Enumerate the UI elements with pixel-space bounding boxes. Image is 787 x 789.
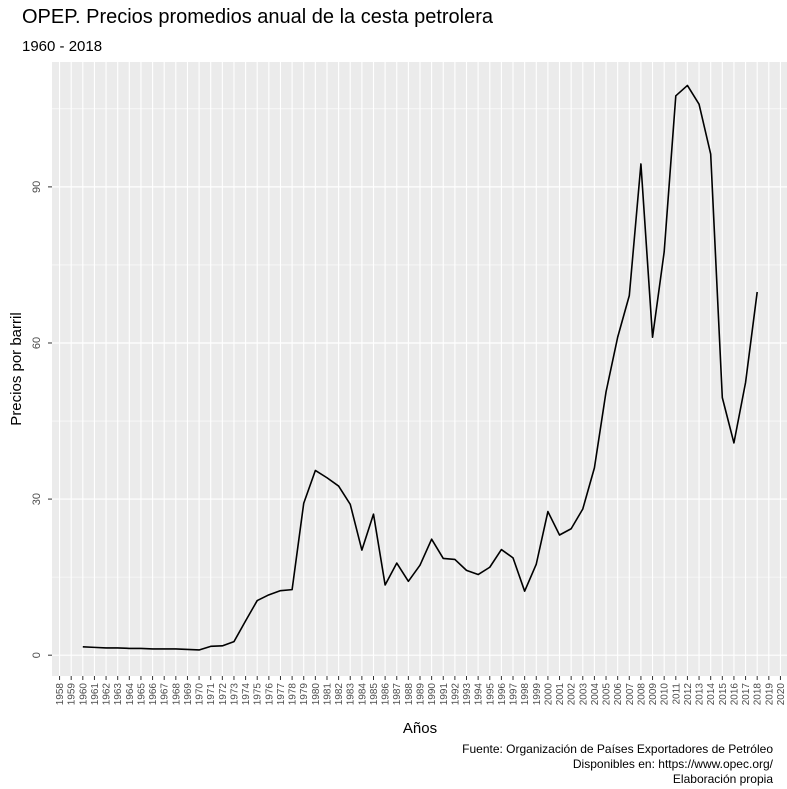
x-tick-label: 2000 [543, 683, 554, 706]
x-tick-label: 2015 [718, 683, 729, 706]
x-tick-label: 1989 [416, 683, 427, 706]
x-tick-label: 1992 [450, 683, 461, 706]
x-tick-label: 1993 [462, 683, 473, 706]
x-tick-label: 1969 [183, 683, 194, 706]
x-tick-label: 1960 [78, 683, 89, 706]
x-tick-label: 1995 [485, 683, 496, 706]
y-tick-label: 30 [31, 493, 43, 505]
x-tick-label: 1982 [334, 683, 345, 706]
gridlines-x [59, 62, 781, 676]
x-axis-ticks: 1958 1959 1960 1961 1962 1963 1964 1965 1966 1967… [55, 676, 787, 705]
source-caption: Fuente: Organización de Países Exportado… [462, 742, 773, 756]
x-tick-label: 2004 [590, 683, 601, 706]
x-tick-label: 1961 [90, 683, 101, 706]
x-tick-label: 1962 [102, 683, 113, 706]
x-tick-label: 1985 [369, 683, 380, 706]
x-tick-label: 2001 [555, 683, 566, 706]
x-tick-label: 1971 [206, 683, 217, 706]
x-tick-label: 1986 [381, 683, 392, 706]
x-tick-label: 2014 [706, 683, 717, 706]
x-tick-label: 1991 [439, 683, 450, 706]
x-tick-label: 1987 [392, 683, 403, 706]
y-tick-label: 60 [31, 337, 43, 349]
url-caption: Disponibles en: https://www.opec.org/ [572, 757, 773, 771]
x-tick-label: 2012 [683, 683, 694, 706]
x-tick-label: 2005 [602, 683, 613, 706]
x-tick-label: 1984 [357, 683, 368, 706]
x-tick-label: 1972 [218, 683, 229, 706]
x-tick-label: 2007 [625, 683, 636, 706]
x-tick-label: 2008 [636, 683, 647, 706]
y-tick-label: 90 [31, 181, 43, 193]
x-tick-label: 2009 [648, 683, 659, 706]
x-tick-label: 1994 [474, 683, 485, 706]
x-tick-label: 2019 [764, 683, 775, 706]
x-tick-label: 1973 [229, 683, 240, 706]
x-tick-label: 1958 [55, 683, 66, 706]
x-tick-label: 1974 [241, 683, 252, 706]
chart-subtitle: 1960 - 2018 [22, 38, 103, 55]
x-tick-label: 2016 [729, 683, 740, 706]
x-tick-label: 1968 [171, 683, 182, 706]
x-tick-label: 1976 [264, 683, 275, 706]
x-tick-label: 1966 [148, 683, 159, 706]
chart-title: OPEP. Precios promedios anual de la cest… [22, 6, 494, 28]
x-axis-title: Años [403, 720, 437, 737]
x-tick-label: 1970 [195, 683, 206, 706]
x-tick-label: 1963 [113, 683, 124, 706]
x-tick-label: 2006 [613, 683, 624, 706]
x-tick-label: 2010 [660, 683, 671, 706]
x-tick-label: 1975 [253, 683, 264, 706]
x-tick-label: 1999 [532, 683, 543, 706]
x-tick-label: 2003 [578, 683, 589, 706]
x-tick-label: 1981 [322, 683, 333, 706]
x-tick-label: 1978 [288, 683, 299, 706]
x-tick-label: 1977 [276, 683, 287, 706]
x-tick-label: 1959 [67, 683, 78, 706]
x-tick-label: 1996 [497, 683, 508, 706]
x-tick-label: 1964 [125, 683, 136, 706]
credit-caption: Elaboración propia [672, 772, 773, 786]
x-tick-label: 1979 [299, 683, 310, 706]
x-tick-label: 2018 [753, 683, 764, 706]
x-tick-label: 2017 [741, 683, 752, 706]
x-tick-label: 1998 [520, 683, 531, 706]
x-tick-label: 1988 [404, 683, 415, 706]
x-tick-label: 2020 [776, 683, 787, 706]
x-tick-label: 2013 [695, 683, 706, 706]
x-tick-label: 1990 [427, 683, 438, 706]
x-tick-label: 1965 [136, 683, 147, 706]
price-series-line [82, 84, 758, 651]
y-tick-label: 0 [31, 652, 43, 658]
x-tick-label: 1980 [311, 683, 322, 706]
x-tick-label: 2002 [567, 683, 578, 706]
x-tick-label: 1983 [346, 683, 357, 706]
y-axis-ticks: 0 30 60 90 [31, 181, 52, 658]
x-tick-label: 1967 [160, 683, 171, 706]
x-tick-label: 1997 [509, 683, 520, 706]
y-axis-title: Precios por barril [8, 312, 25, 425]
x-tick-label: 2011 [671, 683, 682, 705]
